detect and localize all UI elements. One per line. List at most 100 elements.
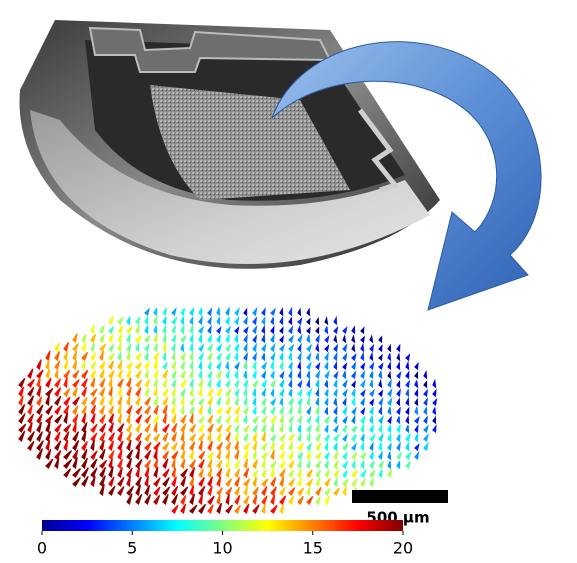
vector-arrow <box>64 397 70 405</box>
vector-arrow <box>217 450 221 459</box>
vector-arrow <box>289 389 292 396</box>
vector-arrow <box>181 432 184 441</box>
vector-arrow <box>199 371 202 379</box>
vector-arrow <box>334 443 337 450</box>
vector-arrow <box>289 372 292 379</box>
vector-arrow <box>262 407 266 414</box>
vector-arrow <box>109 361 113 369</box>
vector-arrow <box>208 468 212 477</box>
vector-arrow <box>199 362 202 369</box>
vector-arrow <box>244 345 247 352</box>
vector-arrow <box>118 379 123 387</box>
vector-arrow <box>172 405 175 414</box>
vector-arrow <box>208 496 214 504</box>
vector-arrow <box>172 335 176 342</box>
vector-arrow <box>388 390 392 396</box>
vector-arrow <box>415 364 418 369</box>
vector-arrow <box>226 354 230 361</box>
vector-arrow <box>46 351 50 360</box>
vector-arrow <box>73 397 79 405</box>
vector-arrow <box>307 390 311 396</box>
vector-arrow <box>361 391 365 396</box>
vector-arrow <box>208 452 213 459</box>
vector-arrow <box>361 345 364 351</box>
vector-arrow <box>289 416 293 423</box>
vector-arrow <box>172 318 177 324</box>
vector-arrow <box>271 371 274 378</box>
vector-arrow <box>244 426 249 433</box>
vector-arrow <box>334 461 338 468</box>
vector-arrow <box>55 441 61 450</box>
vector-arrow <box>226 335 229 342</box>
vector-arrow <box>433 426 436 432</box>
vector-arrow <box>172 397 175 405</box>
vector-arrow <box>217 317 220 324</box>
vector-arrow <box>118 467 122 477</box>
vector-arrow <box>172 309 176 315</box>
vector-arrow <box>190 370 193 378</box>
vector-arrow <box>217 328 221 333</box>
vector-arrow <box>289 461 294 469</box>
vector-arrow <box>109 316 113 324</box>
vector-arrow <box>100 440 104 450</box>
vector-arrow <box>388 425 391 432</box>
vector-arrow <box>181 415 186 423</box>
vector-arrow <box>163 469 169 477</box>
vector-arrow <box>127 424 131 432</box>
vector-arrow <box>226 362 229 369</box>
vector-arrow <box>154 434 160 441</box>
vector-arrow <box>118 334 122 342</box>
vector-arrow <box>307 416 311 423</box>
vector-arrow <box>46 449 51 459</box>
vector-arrow <box>262 504 265 513</box>
vector-arrow <box>136 406 142 414</box>
vector-arrow <box>316 398 319 405</box>
vector-arrow <box>361 354 364 360</box>
vector-arrow <box>199 308 202 315</box>
vector-arrow <box>190 309 194 315</box>
vector-arrow <box>199 379 203 387</box>
vector-arrow <box>73 478 80 486</box>
vector-arrow <box>316 478 320 486</box>
vector-arrow <box>136 441 141 450</box>
vector-arrow <box>316 434 320 441</box>
vector-arrow <box>406 381 409 387</box>
vector-arrow <box>199 486 205 495</box>
vector-arrow <box>82 476 88 486</box>
vector-arrow <box>199 416 204 423</box>
vector-arrow <box>172 388 175 396</box>
vector-arrow <box>280 328 283 333</box>
vector-arrow <box>118 405 121 414</box>
vector-arrow <box>82 441 87 450</box>
vector-arrow <box>145 335 150 342</box>
vector-arrow <box>244 354 247 360</box>
vector-arrow <box>46 459 53 468</box>
vector-arrow <box>154 397 158 405</box>
vector-arrow <box>280 496 286 504</box>
vector-arrow <box>271 399 275 405</box>
vector-arrow <box>82 370 88 378</box>
vector-arrow <box>289 398 293 405</box>
vector-arrow <box>64 361 68 369</box>
vector-arrow <box>226 479 232 486</box>
vector-arrow <box>118 424 124 432</box>
vector-arrow <box>226 460 229 469</box>
vector-arrow <box>226 505 233 513</box>
vector-arrow <box>253 495 257 504</box>
vector-arrow <box>361 425 364 433</box>
vector-arrow <box>280 398 283 405</box>
vector-arrow <box>289 479 294 486</box>
vector-arrow <box>208 362 211 369</box>
vector-arrow <box>316 364 319 369</box>
vector-arrow <box>433 418 436 424</box>
vector-arrow <box>316 319 319 324</box>
vector-arrow <box>361 399 364 405</box>
vector-arrow <box>136 415 142 423</box>
vector-arrow <box>64 469 71 477</box>
vector-arrow <box>100 351 103 360</box>
vector-arrow <box>64 389 70 396</box>
vector-arrow <box>262 398 266 405</box>
vector-arrow <box>280 477 284 486</box>
vector-arrow <box>343 399 346 405</box>
vector-arrow <box>199 354 203 360</box>
